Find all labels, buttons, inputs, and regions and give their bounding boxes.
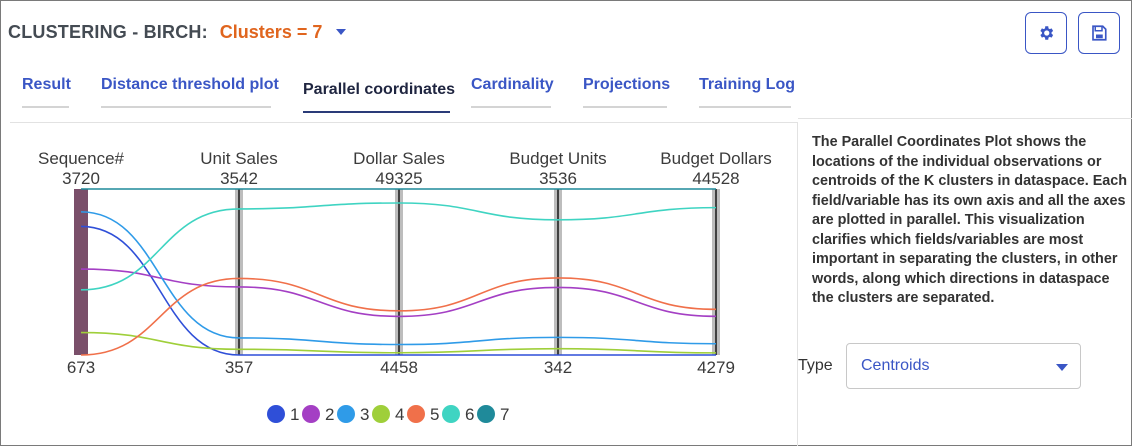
axis-title-1: Sequence# [38, 149, 125, 168]
axis-title-5: Budget Dollars [660, 149, 772, 168]
axis-max-label-5: 44528 [692, 169, 739, 188]
axis-title-3: Dollar Sales [353, 149, 445, 168]
tab-training-log[interactable]: Training Log [699, 76, 795, 108]
tab-parallel-coordinates[interactable]: Parallel coordinates [303, 81, 455, 113]
side-panel: The Parallel Coordinates Plot shows the … [798, 118, 1132, 446]
axis-max-label-1: 3720 [62, 169, 100, 188]
legend-label-3: 3 [360, 405, 369, 424]
axis-min-label-5: 4279 [697, 358, 735, 377]
axis-min-label-3: 4458 [380, 358, 418, 377]
axis-max-label-4: 3536 [539, 169, 577, 188]
tab-result[interactable]: Result [22, 76, 71, 108]
legend-label-7: 7 [500, 405, 509, 424]
series-line-2 [80, 268, 717, 318]
tab-distance-threshold-plot[interactable]: Distance threshold plot [101, 76, 279, 108]
legend-swatch-7 [477, 405, 495, 423]
cluster-count-select[interactable]: Clusters = 7 [220, 22, 347, 43]
tab-cardinality[interactable]: Cardinality [471, 76, 554, 108]
cluster-count-value: Clusters = 7 [219, 21, 323, 42]
chart-description: The Parallel Coordinates Plot shows the … [812, 134, 1128, 306]
gear-icon [1040, 26, 1054, 40]
type-label: Type [798, 357, 833, 374]
series-line-4 [80, 331, 717, 354]
floppy-disk-icon [1092, 25, 1107, 41]
legend-label-2: 2 [325, 405, 334, 424]
legend-label-4: 4 [395, 405, 404, 424]
axis-title-2: Unit Sales [200, 149, 277, 168]
legend-swatch-4 [372, 405, 390, 423]
tab-projections[interactable]: Projections [583, 76, 670, 108]
chevron-down-icon [336, 29, 347, 35]
save-button[interactable] [1078, 12, 1120, 54]
chart-panel: Sequence# 3720 673 Unit Sales 3542 357 Dollar … [10, 122, 798, 446]
legend-label-1: 1 [290, 405, 299, 424]
type-select-value: Centroids [861, 357, 930, 374]
axis-min-label-4: 342 [544, 358, 572, 377]
axis-max-label-2: 3542 [220, 169, 258, 188]
legend-swatch-6 [442, 405, 460, 423]
axis-title-4: Budget Units [509, 149, 606, 168]
series-line-3 [80, 211, 717, 346]
legend-label-6: 6 [465, 405, 474, 424]
series-line-6 [80, 202, 717, 291]
legend-swatch-3 [337, 405, 355, 423]
type-select[interactable]: Centroids [846, 343, 1081, 389]
legend-swatch-2 [302, 405, 320, 423]
page-title: CLUSTERING - BIRCH: [8, 21, 208, 42]
axis-min-label-2: 357 [225, 358, 253, 377]
header: CLUSTERING - BIRCH: Clusters = 7 [8, 20, 347, 44]
axis-max-label-3: 49325 [375, 169, 422, 188]
series-line-1 [80, 225, 716, 356]
axis-min-label-1: 673 [67, 358, 95, 377]
legend-swatch-5 [407, 405, 425, 423]
settings-button[interactable] [1025, 12, 1067, 54]
axis-bar-1 [74, 189, 88, 355]
legend-swatch-1 [267, 405, 285, 423]
legend-label-5: 5 [430, 405, 439, 424]
chevron-down-icon [1056, 364, 1068, 371]
series-line-5 [80, 277, 717, 356]
